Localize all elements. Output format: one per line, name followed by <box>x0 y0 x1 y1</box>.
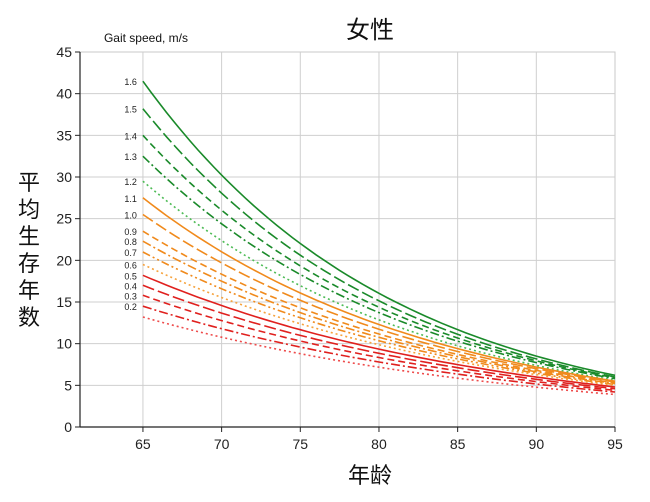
y-axis-title-char: 存 <box>17 252 40 277</box>
series-label: 1.5 <box>124 105 137 115</box>
series-line <box>142 197 616 382</box>
y-tick-label: 30 <box>56 169 72 185</box>
series-label: 1.3 <box>124 152 137 162</box>
x-tick-label: 75 <box>293 436 309 452</box>
y-axis-title: 平均生存年数 <box>14 170 44 332</box>
y-tick-label: 0 <box>64 419 72 435</box>
series-line <box>142 230 616 384</box>
series-line <box>142 284 616 390</box>
series-label: 0.6 <box>124 261 137 271</box>
y-tick-label: 45 <box>56 44 72 60</box>
y-axis-title-char: 平 <box>17 171 40 196</box>
x-tick-label: 65 <box>135 436 151 452</box>
series-label: 0.8 <box>124 237 137 247</box>
series-line <box>142 274 616 388</box>
series-line <box>142 294 616 392</box>
x-axis-title: 年龄 <box>347 464 392 489</box>
series-label: 0.2 <box>124 302 137 312</box>
y-tick-label: 10 <box>56 336 72 352</box>
y-tick-label: 20 <box>56 252 72 268</box>
series-label: 0.4 <box>124 281 137 291</box>
legend-title: Gait speed, m/s <box>103 31 189 45</box>
series-label: 1.6 <box>124 77 137 87</box>
x-tick-label: 95 <box>607 436 623 452</box>
series-line <box>142 316 616 396</box>
series-line <box>142 80 616 377</box>
y-axis-title-char: 数 <box>17 306 40 331</box>
x-tick-label: 80 <box>371 436 387 452</box>
y-tick-label: 5 <box>64 377 72 393</box>
series-line <box>142 155 616 380</box>
series-line <box>142 180 616 382</box>
x-tick-label: 70 <box>214 436 230 452</box>
series-line <box>142 108 616 378</box>
x-tick-label: 90 <box>529 436 545 452</box>
series-label: 0.5 <box>124 271 137 281</box>
y-axis-title-char: 均 <box>17 198 40 223</box>
series-label: 0.9 <box>124 227 137 237</box>
series-label: 1.4 <box>124 131 137 141</box>
series-label: 1.1 <box>124 194 137 204</box>
y-tick-label: 15 <box>56 294 72 310</box>
series-label: 0.7 <box>124 248 137 258</box>
series-line <box>142 213 616 383</box>
y-tick-label: 35 <box>56 127 72 143</box>
x-tick-label: 85 <box>450 436 466 452</box>
y-axis-title-char: 年 <box>17 279 40 304</box>
series-label: 1.0 <box>124 211 137 221</box>
y-tick-label: 25 <box>56 211 72 227</box>
y-tick-label: 40 <box>56 86 72 102</box>
series-label: 1.2 <box>124 177 137 187</box>
series-line <box>142 251 616 386</box>
series-line <box>142 263 616 387</box>
series-line <box>142 305 616 393</box>
chart-title: 女性 <box>346 16 394 44</box>
y-axis-title-char: 生 <box>17 225 40 250</box>
series-line <box>142 240 616 385</box>
series-label: 0.3 <box>124 291 137 301</box>
